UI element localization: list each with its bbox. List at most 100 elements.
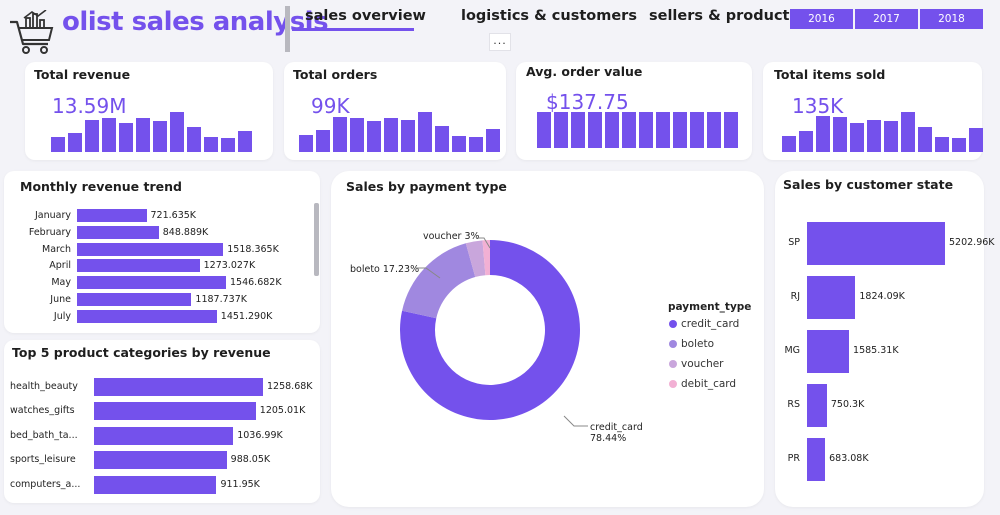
- legend-dot: [669, 380, 677, 388]
- bar-value-label: 988.05K: [230, 454, 271, 466]
- kpi-sparkline: [782, 112, 983, 152]
- bar[interactable]: [77, 293, 192, 306]
- sparkline-bar: [673, 112, 687, 148]
- bar[interactable]: [77, 276, 226, 290]
- sparkline-bar: [969, 128, 983, 152]
- bar-value-label: 911.95K: [220, 478, 260, 490]
- donut-slice[interactable]: [482, 240, 490, 276]
- year-filter-2018[interactable]: 2018: [920, 9, 983, 29]
- monthly-scrollbar[interactable]: [314, 203, 319, 276]
- bar-label: PR: [787, 453, 800, 464]
- sparkline-bar: [187, 127, 201, 152]
- bar[interactable]: [94, 402, 256, 421]
- label-credit-card-name: credit_card: [590, 422, 643, 433]
- bar[interactable]: [77, 242, 224, 256]
- sparkline-bar: [918, 127, 932, 152]
- sparkline-bar: [350, 118, 364, 152]
- sparkline-bar: [333, 117, 347, 152]
- kpi-title: Total revenue: [34, 67, 131, 82]
- bar[interactable]: [77, 209, 147, 222]
- donut-slice[interactable]: [465, 240, 486, 278]
- sparkline-bar: [204, 137, 218, 152]
- kpi-value: 135K: [792, 94, 844, 118]
- legend-item-credit-card[interactable]: credit_card: [669, 318, 739, 330]
- sparkline-bar: [690, 112, 704, 148]
- bar[interactable]: [807, 438, 826, 481]
- bar[interactable]: [77, 225, 159, 239]
- sparkline-bar: [435, 126, 449, 152]
- bar[interactable]: [77, 309, 217, 323]
- bar-value-label: 1824.09K: [859, 291, 905, 302]
- legend-item-debit-card[interactable]: debit_card: [669, 378, 736, 390]
- bar-label: RS: [787, 399, 800, 410]
- legend-label: debit_card: [681, 378, 737, 390]
- leader-boleto: [416, 267, 441, 279]
- year-filter-2016[interactable]: 2016: [790, 9, 853, 29]
- legend-label: boleto: [681, 338, 715, 350]
- sparkline-bar: [571, 112, 585, 148]
- bar[interactable]: [807, 384, 827, 427]
- sparkline-bar: [816, 116, 830, 152]
- sparkline-bar: [707, 112, 721, 148]
- leader-voucher: [476, 237, 491, 249]
- more-options-button[interactable]: ...: [489, 33, 511, 51]
- monthly-revenue-title: Monthly revenue trend: [20, 179, 182, 194]
- bar[interactable]: [807, 222, 945, 265]
- sparkline-bar: [102, 118, 116, 152]
- bar-value-label: 683.08K: [829, 453, 869, 464]
- bar-value-label: 1273.027K: [203, 260, 256, 272]
- bar-value-label: 1451.290K: [220, 310, 273, 322]
- legend-item-voucher[interactable]: voucher: [669, 358, 724, 370]
- bar-label: MG: [784, 345, 800, 356]
- bar-label: January: [34, 210, 71, 221]
- legend-dot: [669, 340, 677, 348]
- bar-value-label: 1546.682K: [230, 277, 282, 289]
- kpi-title: Total items sold: [774, 67, 886, 82]
- kpi-title: Total orders: [293, 67, 378, 82]
- legend-label: voucher: [681, 358, 724, 370]
- sparkline-bar: [68, 133, 82, 152]
- sparkline-bar: [51, 137, 65, 152]
- bar[interactable]: [94, 451, 227, 470]
- bar-label: February: [28, 226, 71, 238]
- top-categories-title: Top 5 product categories by revenue: [12, 345, 271, 360]
- legend-item-boleto[interactable]: boleto: [669, 338, 714, 350]
- sparkline-bar: [452, 136, 466, 152]
- legend-title: payment_type: [668, 301, 752, 313]
- bar-label: bed_bath_ta...: [10, 429, 78, 441]
- sparkline-bar: [299, 135, 313, 152]
- bar-value-label: 5202.96K: [949, 237, 995, 248]
- sparkline-bar: [136, 118, 150, 152]
- bar[interactable]: [807, 276, 856, 319]
- sparkline-bar: [537, 112, 551, 148]
- bar-value-label: 1585.31K: [853, 345, 899, 356]
- sparkline-bar: [656, 112, 670, 148]
- bar-value-label: 848.889K: [162, 226, 209, 238]
- bar-label: May: [51, 277, 71, 289]
- bar[interactable]: [94, 475, 217, 494]
- bar-label: sports_leisure: [10, 454, 76, 466]
- header: olist sales analysis sales overview logi…: [0, 0, 1000, 58]
- tab-logistics-customers[interactable]: logistics & customers: [461, 8, 637, 24]
- donut-slice[interactable]: [402, 243, 476, 319]
- payment-type-title: Sales by payment type: [346, 179, 507, 194]
- bar[interactable]: [94, 426, 234, 445]
- bar-value-label: 1258.68K: [267, 381, 313, 392]
- tab-sellers-products[interactable]: sellers & products: [649, 8, 799, 24]
- bar[interactable]: [94, 378, 263, 396]
- bar-value-label: 1205.01K: [259, 405, 306, 417]
- bar[interactable]: [807, 330, 850, 373]
- donut-slice[interactable]: [400, 240, 580, 420]
- bar-label: SP: [788, 237, 800, 248]
- bar-value-label: 750.3K: [830, 399, 865, 410]
- bar-value-label: 1518.365K: [227, 243, 279, 255]
- sparkline-bar: [799, 131, 813, 152]
- bar-value-label: 721.635K: [150, 210, 197, 221]
- tab-sales-overview[interactable]: sales overview: [305, 8, 426, 24]
- bar-label: June: [50, 294, 71, 305]
- sparkline-bar: [316, 130, 330, 152]
- label-boleto: boleto 17.23%: [350, 264, 420, 275]
- year-filter-2017[interactable]: 2017: [855, 9, 918, 29]
- label-credit-card-pct: 78.44%: [590, 433, 627, 444]
- bar[interactable]: [77, 259, 200, 273]
